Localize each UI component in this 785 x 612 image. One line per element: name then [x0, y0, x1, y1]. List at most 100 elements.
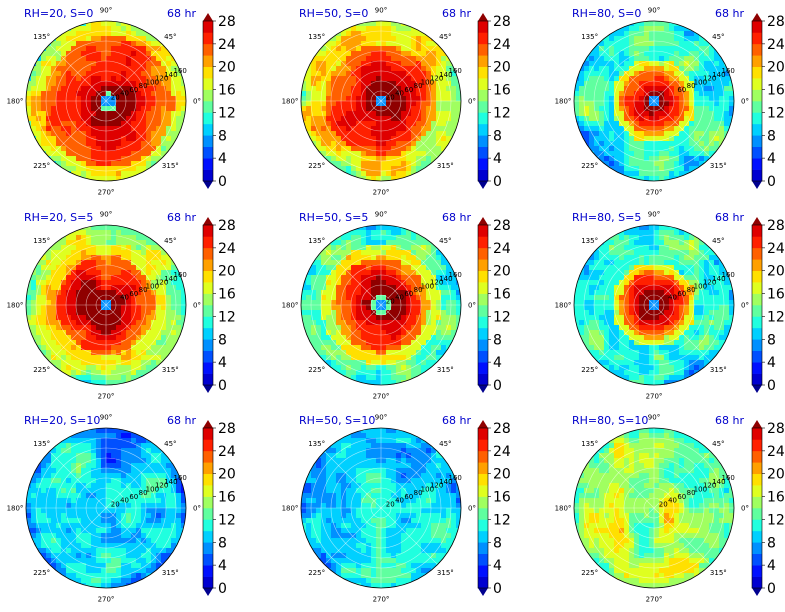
rain-cell [426, 285, 432, 291]
rain-cell [451, 121, 457, 127]
rain-cell [431, 71, 437, 77]
rain-cell [416, 46, 422, 52]
rain-cell [684, 116, 690, 122]
rain-cell [176, 305, 182, 311]
rain-cell [126, 31, 132, 37]
rain-cell [381, 285, 387, 291]
rain-cell [674, 106, 680, 112]
rain-cell [689, 240, 695, 246]
rain-cell [356, 46, 362, 52]
rain-cell [131, 260, 137, 266]
rain-cell [131, 56, 137, 62]
rain-cell [679, 250, 685, 256]
rain-cell [709, 265, 715, 271]
rain-cell [341, 101, 347, 107]
rain-cell [644, 156, 650, 162]
rain-cell [406, 41, 412, 47]
rain-cell [624, 171, 630, 177]
rain-cell [76, 56, 82, 62]
rain-cell [629, 51, 635, 57]
rain-cell [156, 71, 162, 77]
rain-cell [336, 91, 342, 97]
rain-cell [106, 265, 112, 271]
rain-cell [166, 355, 172, 361]
rain-cell [46, 81, 52, 87]
rain-cell [351, 151, 357, 157]
rain-cell [71, 81, 77, 87]
rain-cell [341, 86, 347, 92]
rain-cell [51, 310, 57, 316]
rain-cell [321, 265, 327, 271]
rain-cell [136, 255, 142, 261]
rain-cell [26, 106, 32, 112]
rain-cell [401, 285, 407, 291]
rain-cell [96, 340, 102, 346]
rain-cell [341, 106, 347, 112]
rain-cell [91, 340, 97, 346]
rain-cell [86, 131, 92, 137]
rain-cell [326, 270, 332, 276]
rain-cell [446, 126, 452, 132]
rain-cell [719, 136, 725, 142]
rain-cell [106, 245, 112, 251]
rain-cell [634, 260, 640, 266]
rain-cell [689, 76, 695, 82]
rain-cell [116, 310, 122, 316]
rain-cell [351, 245, 357, 251]
rain-cell [96, 360, 102, 366]
rain-cell [381, 36, 387, 42]
rain-cell [51, 66, 57, 72]
rain-cell [401, 265, 407, 271]
rain-cell [151, 305, 157, 311]
rain-cell [51, 91, 57, 97]
rain-cell [416, 31, 422, 37]
rain-cell [61, 96, 67, 102]
rain-cell [391, 280, 397, 286]
rain-cell [724, 81, 730, 87]
rain-cell [694, 250, 700, 256]
azimuth-gridline [324, 44, 382, 102]
rain-cell [111, 136, 117, 142]
rain-cell [321, 250, 327, 256]
rain-cell [51, 51, 57, 57]
rain-cell [674, 245, 680, 251]
rain-cell [356, 290, 362, 296]
rain-cell [366, 126, 372, 132]
rain-cell [61, 156, 67, 162]
rain-cell [421, 61, 427, 67]
rain-cell [589, 91, 595, 97]
rain-cell [391, 161, 397, 167]
rain-cell [699, 136, 705, 142]
azimuth-gridline [597, 100, 655, 158]
radial-tick-label: 100 [146, 282, 159, 290]
colorbar-extend-min [478, 181, 488, 189]
rain-cell [451, 305, 457, 311]
rain-cell [674, 240, 680, 246]
rain-cell [151, 106, 157, 112]
rain-cell [46, 350, 52, 356]
rain-cell [106, 141, 112, 147]
rain-cell [96, 245, 102, 251]
rain-cell [639, 245, 645, 251]
rain-cell [366, 101, 372, 107]
rain-cell [664, 91, 670, 97]
rain-cell [36, 335, 42, 341]
rain-cell [624, 141, 630, 147]
rain-cell [654, 61, 660, 67]
rain-cell [421, 66, 427, 72]
rain-cell [346, 141, 352, 147]
rain-cell [431, 345, 437, 351]
rain-cell [26, 81, 32, 87]
rain-cell [36, 96, 42, 102]
rain-cell [116, 305, 122, 311]
rain-cell [411, 46, 417, 52]
rain-cell [346, 330, 352, 336]
rain-cell [71, 300, 77, 306]
rain-cell [126, 56, 132, 62]
rain-cell [724, 91, 730, 97]
rain-cell [91, 101, 97, 107]
rain-cell [584, 86, 590, 92]
rain-cell [151, 126, 157, 132]
rain-cell [26, 91, 32, 97]
rain-cell [56, 41, 62, 47]
